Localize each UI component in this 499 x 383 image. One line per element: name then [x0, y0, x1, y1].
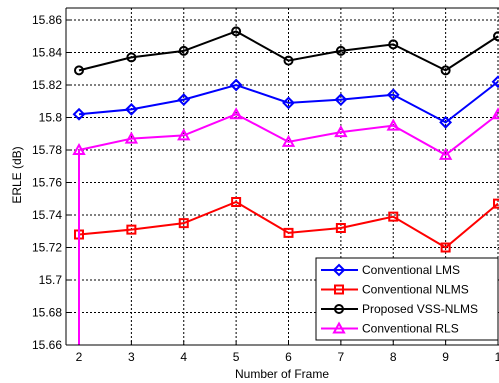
data-point: [72, 107, 86, 121]
data-point: [388, 39, 399, 50]
data-point: [177, 128, 191, 141]
data-point: [178, 45, 189, 56]
data-point: [283, 55, 294, 66]
data-point: [491, 107, 499, 120]
series-triangle: [72, 107, 499, 345]
x-tick-label: 9: [442, 350, 449, 364]
y-tick-label: 15.76: [32, 176, 62, 190]
legend-item: Conventional NLMS: [321, 283, 469, 297]
series-square: [74, 197, 499, 253]
y-tick-label: 15.8: [39, 111, 63, 125]
data-point: [231, 26, 242, 37]
legend-item: Conventional RLS: [321, 321, 459, 336]
data-point: [72, 142, 86, 155]
y-axis-label: ERLE (dB): [10, 146, 24, 203]
data-point: [334, 93, 348, 107]
data-point: [493, 198, 499, 209]
data-point: [283, 227, 294, 238]
data-point: [335, 223, 346, 233]
x-tick-label: 7: [338, 350, 345, 364]
data-point: [438, 147, 453, 160]
legend: Conventional LMS Conventional NLMS Propose…: [315, 257, 499, 341]
legend-marker: [332, 321, 346, 334]
data-point: [229, 107, 243, 120]
data-point: [229, 78, 243, 92]
legend-box: [315, 257, 499, 341]
data-point: [231, 197, 242, 207]
y-tick-label: 15.72: [32, 241, 62, 255]
data-point: [386, 118, 400, 131]
x-tick-labels: 2 3 4 5 6 7 8 9 1: [76, 350, 499, 364]
data-point: [386, 88, 400, 102]
data-point: [439, 115, 453, 129]
series-diamond: [72, 75, 499, 129]
plot-frame: [65, 7, 499, 346]
data-point: [124, 102, 138, 116]
x-tick-label: 6: [285, 350, 292, 364]
y-tick-label: 15.66: [32, 338, 62, 352]
data-point: [334, 125, 348, 138]
legend-item: Conventional LMS: [321, 263, 460, 277]
y-tick-label: 15.82: [32, 78, 62, 92]
legend-marker: [334, 304, 344, 314]
data-point: [493, 31, 499, 42]
data-point: [124, 131, 139, 144]
data-point: [335, 45, 346, 56]
x-tick-label: 2: [76, 350, 83, 364]
series-line: [78, 200, 499, 249]
x-axis-label: Number of Frame: [235, 367, 329, 381]
y-tick-label: 15.84: [32, 46, 62, 60]
series-line: [78, 113, 499, 157]
data-point: [491, 75, 499, 89]
legend-label: Conventional LMS: [362, 263, 460, 277]
x-tick-label: 1: [495, 350, 499, 364]
data-point: [281, 134, 296, 147]
x-tick-label: 8: [390, 350, 397, 364]
data-point: [126, 52, 137, 63]
legend-marker: [332, 263, 346, 277]
data-point: [440, 242, 451, 253]
x-tick-label: 5: [233, 350, 240, 364]
series-circle: [74, 26, 499, 76]
y-tick-label: 15.68: [32, 306, 62, 320]
y-tick-label: 15.74: [32, 208, 62, 222]
series-line: [78, 80, 499, 124]
x-tick-label: 4: [180, 350, 187, 364]
data-point: [440, 65, 451, 76]
x-tick-label: 3: [128, 350, 135, 364]
y-tick-label: 15.7: [39, 273, 63, 287]
data-point: [126, 224, 137, 235]
legend-label: Conventional NLMS: [362, 283, 469, 297]
data-point: [178, 218, 189, 229]
series-line: [78, 30, 499, 72]
data-point: [74, 65, 84, 76]
data-point: [282, 96, 295, 110]
data-point: [388, 211, 399, 222]
legend-label: Proposed VSS-NLMS: [362, 302, 478, 316]
series-group: [72, 26, 499, 345]
legend-label: Conventional RLS: [362, 322, 459, 336]
y-tick-labels: 15.66 15.68 15.7 15.72 15.74 15.76 15.78 15.8 15…: [32, 13, 62, 352]
legend-item: Proposed VSS-NLMS: [321, 302, 478, 316]
legend-marker: [334, 284, 344, 295]
y-tick-label: 15.86: [32, 13, 62, 27]
data-point: [177, 93, 191, 107]
y-tick-label: 15.78: [32, 143, 62, 157]
